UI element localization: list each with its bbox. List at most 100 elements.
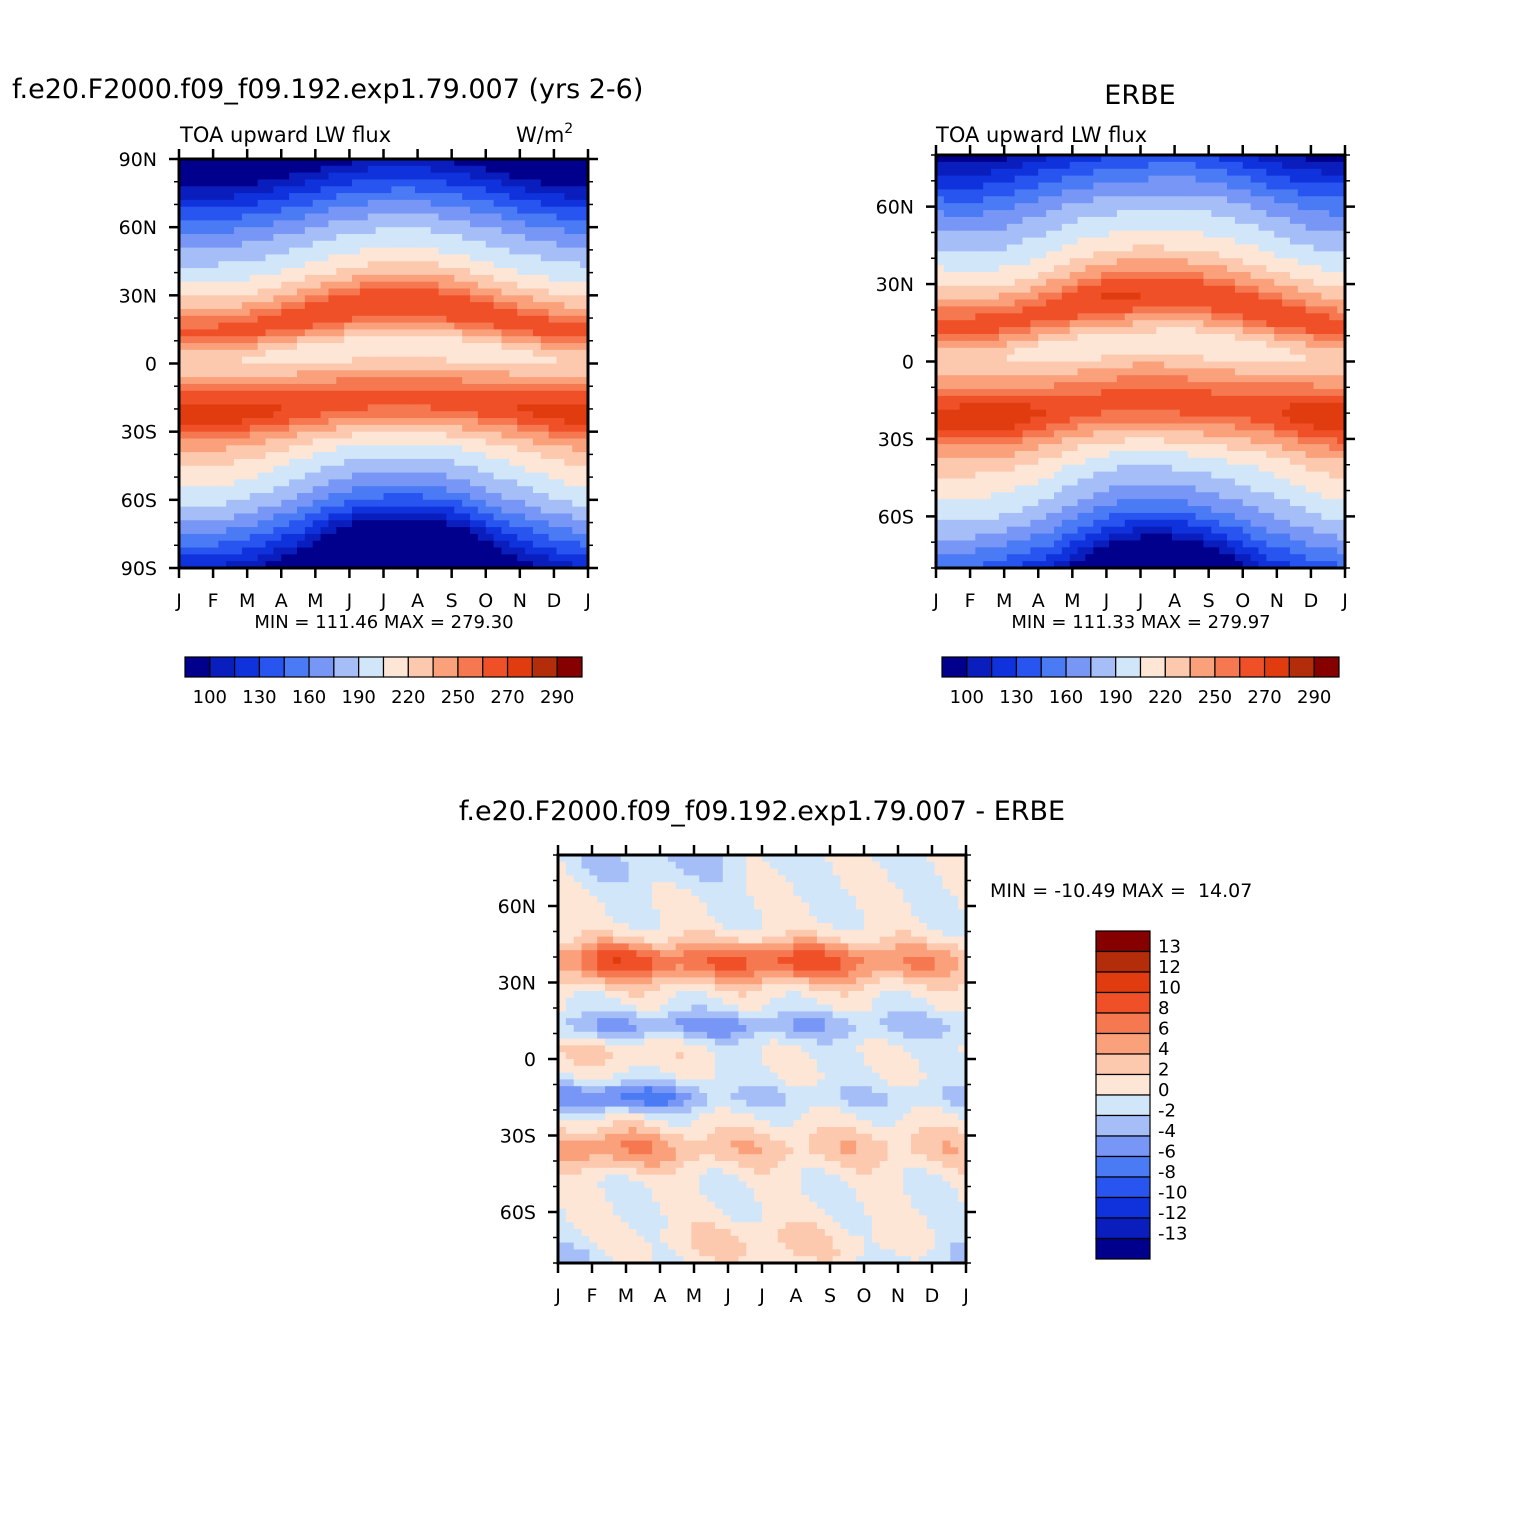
contour-cell [1132,155,1142,163]
contour-cell [414,383,424,392]
contour-cell [446,479,455,487]
contour-cell [202,547,212,555]
contour-cell [1101,320,1110,328]
contour-cell [493,424,503,433]
contour-cell [1227,340,1236,349]
contour-cell [375,254,385,262]
contour-cell [477,397,487,405]
contour-cell [540,295,550,303]
contour-cell [517,383,526,392]
contour-cell [1006,251,1016,259]
contour-cell [1030,320,1039,328]
contour-cell [414,274,424,283]
contour-cell [509,199,518,208]
contour-cell [1211,155,1220,163]
contour-cell [352,233,361,242]
contour-cell [1250,223,1260,232]
contour-cell [462,370,471,378]
contour-cell [249,520,259,528]
colorbar-box [333,656,360,678]
contour-cell [226,193,235,201]
contour-cell [493,390,503,399]
contour-cell [1093,272,1102,280]
contour-cell [281,213,290,221]
contour-cell [1227,230,1236,239]
contour-cell [975,168,984,177]
contour-cell [202,377,212,385]
contour-cell [281,247,290,256]
contour-cell [391,431,400,440]
contour-cell [1077,292,1087,301]
contour-cell [1124,375,1134,383]
contour-cell [943,361,953,369]
contour-cell [281,343,290,351]
contour-cell [454,261,463,269]
contour-cell [1187,313,1197,321]
contour-cell [1085,292,1094,301]
contour-cell [383,377,392,385]
contour-cell [1116,210,1126,218]
contour-cell [1038,155,1047,163]
contour-cell [241,315,251,324]
contour-cell [367,199,377,208]
contour-cell [1219,196,1228,204]
contour-cell [1250,313,1260,321]
contour-cell [1329,333,1338,342]
contour-cell [179,315,188,324]
contour-cell [1006,272,1016,280]
contour-cell [422,281,432,290]
contour-cell [1085,223,1094,232]
contour-cell [391,458,400,467]
contour-cell [998,244,1008,252]
contour-cell [359,193,369,201]
contour-cell [249,261,259,269]
contour-cell [265,452,274,460]
contour-cell [312,179,322,187]
contour-cell [998,175,1008,184]
contour-cell [1038,340,1047,349]
contour-cell [1187,216,1197,225]
contour-cell [1203,203,1212,211]
contour-cell [1156,168,1165,177]
contour-cell [241,295,251,303]
contour-cell [210,247,219,256]
contour-cell [1061,189,1071,197]
contour-cell [391,540,400,549]
contour-cell [414,397,424,405]
contour-cell [186,520,196,528]
contour-cell [477,452,487,460]
contour-cell [249,486,259,494]
contour-cell [438,233,448,242]
contour-cell [186,356,196,365]
contour-cell [1187,203,1197,211]
contour-cell [202,554,212,562]
contour-cell [186,465,196,474]
contour-cell [967,182,976,191]
contour-cell [493,458,503,467]
contour-cell [1297,258,1307,266]
contour-cell [344,472,353,480]
contour-cell [359,547,369,555]
contour-cell [1337,175,1346,184]
contour-cell [328,349,337,358]
contour-cell [304,268,314,276]
contour-cell [1109,333,1118,342]
contour-cell [391,499,400,508]
contour-cell [462,493,471,501]
contour-cell [1234,161,1244,170]
contour-cell [1219,237,1228,246]
contour-cell [509,322,518,331]
contour-cell [1242,368,1252,376]
contour-cell [1171,216,1181,225]
contour-cell [493,206,503,215]
contour-cell [572,540,581,549]
contour-cell [414,261,424,269]
contour-cell [304,343,314,351]
contour-cell [532,458,542,467]
contour-cell [383,499,392,508]
contour-cell [336,240,345,249]
contour-cell [438,186,448,194]
contour-cell [407,336,416,344]
contour-cell [564,295,573,303]
contour-cell [210,445,219,453]
